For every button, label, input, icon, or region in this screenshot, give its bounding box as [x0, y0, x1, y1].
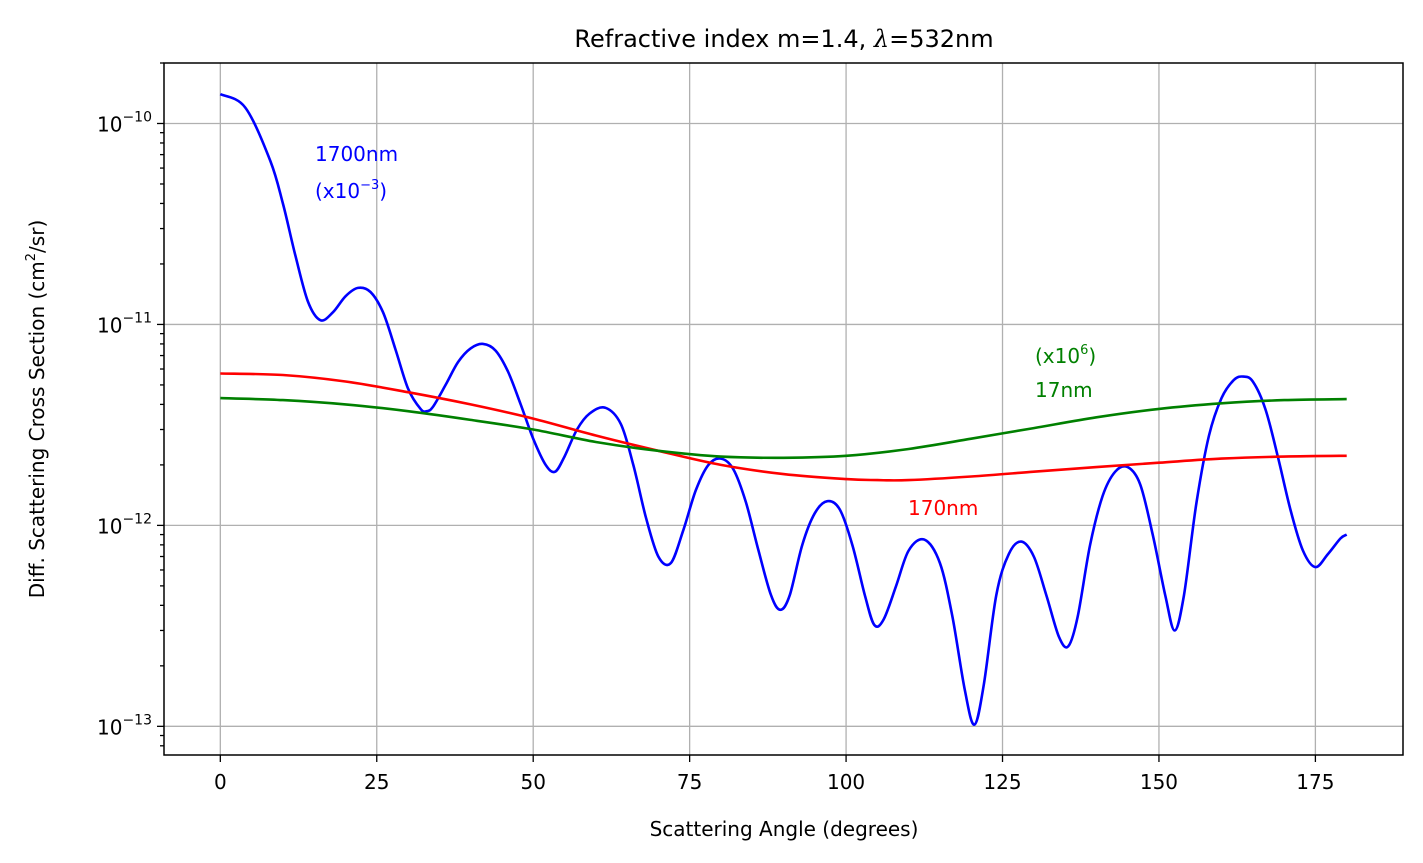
- series-line-medium: [220, 372, 1347, 482]
- title-lambda: λ: [873, 25, 889, 53]
- plot-frame: [163, 62, 1404, 756]
- title-prefix: Refractive index m=1.4,: [574, 25, 873, 53]
- annotation-170nm: 170nm: [908, 496, 978, 520]
- x-axis-label: Scattering Angle (degrees): [650, 817, 919, 841]
- x-tick-label-50: 50: [520, 770, 545, 794]
- x-tick-label-125: 125: [983, 770, 1021, 794]
- series-line-small: [220, 396, 1347, 460]
- title-suffix: =532nm: [889, 25, 994, 53]
- grid-lines: [164, 63, 1403, 755]
- y-tick-label-2: 10−11: [97, 310, 152, 337]
- x-tick-label-75: 75: [677, 770, 702, 794]
- x-tick-label-0: 0: [214, 770, 227, 794]
- annotation-17nm: (x106) 17nm: [1035, 343, 1103, 402]
- chart-title: Refractive index m=1.4, λ=532nm: [574, 25, 993, 53]
- series-group: [219, 92, 1348, 726]
- y-axis-label: Diff. Scattering Cross Section (cm2/sr): [24, 220, 49, 599]
- annotation-1700nm: 1700nm (x10−3): [315, 142, 404, 203]
- x-tick-label-175: 175: [1296, 770, 1334, 794]
- x-tick-label-150: 150: [1140, 770, 1178, 794]
- y-tick-label-3: 10−10: [97, 109, 152, 136]
- y-axis-ticks: 10−13 10−12 10−11 10−10: [97, 62, 164, 747]
- x-tick-label-100: 100: [827, 770, 865, 794]
- x-tick-label-25: 25: [364, 770, 389, 794]
- y-tick-label-1: 10−12: [97, 511, 152, 538]
- y-tick-label-0: 10−13: [97, 712, 152, 739]
- x-axis-ticks: 0 25 50 75 100 125 150 175: [214, 755, 1334, 794]
- series-line-large: [219, 92, 1348, 726]
